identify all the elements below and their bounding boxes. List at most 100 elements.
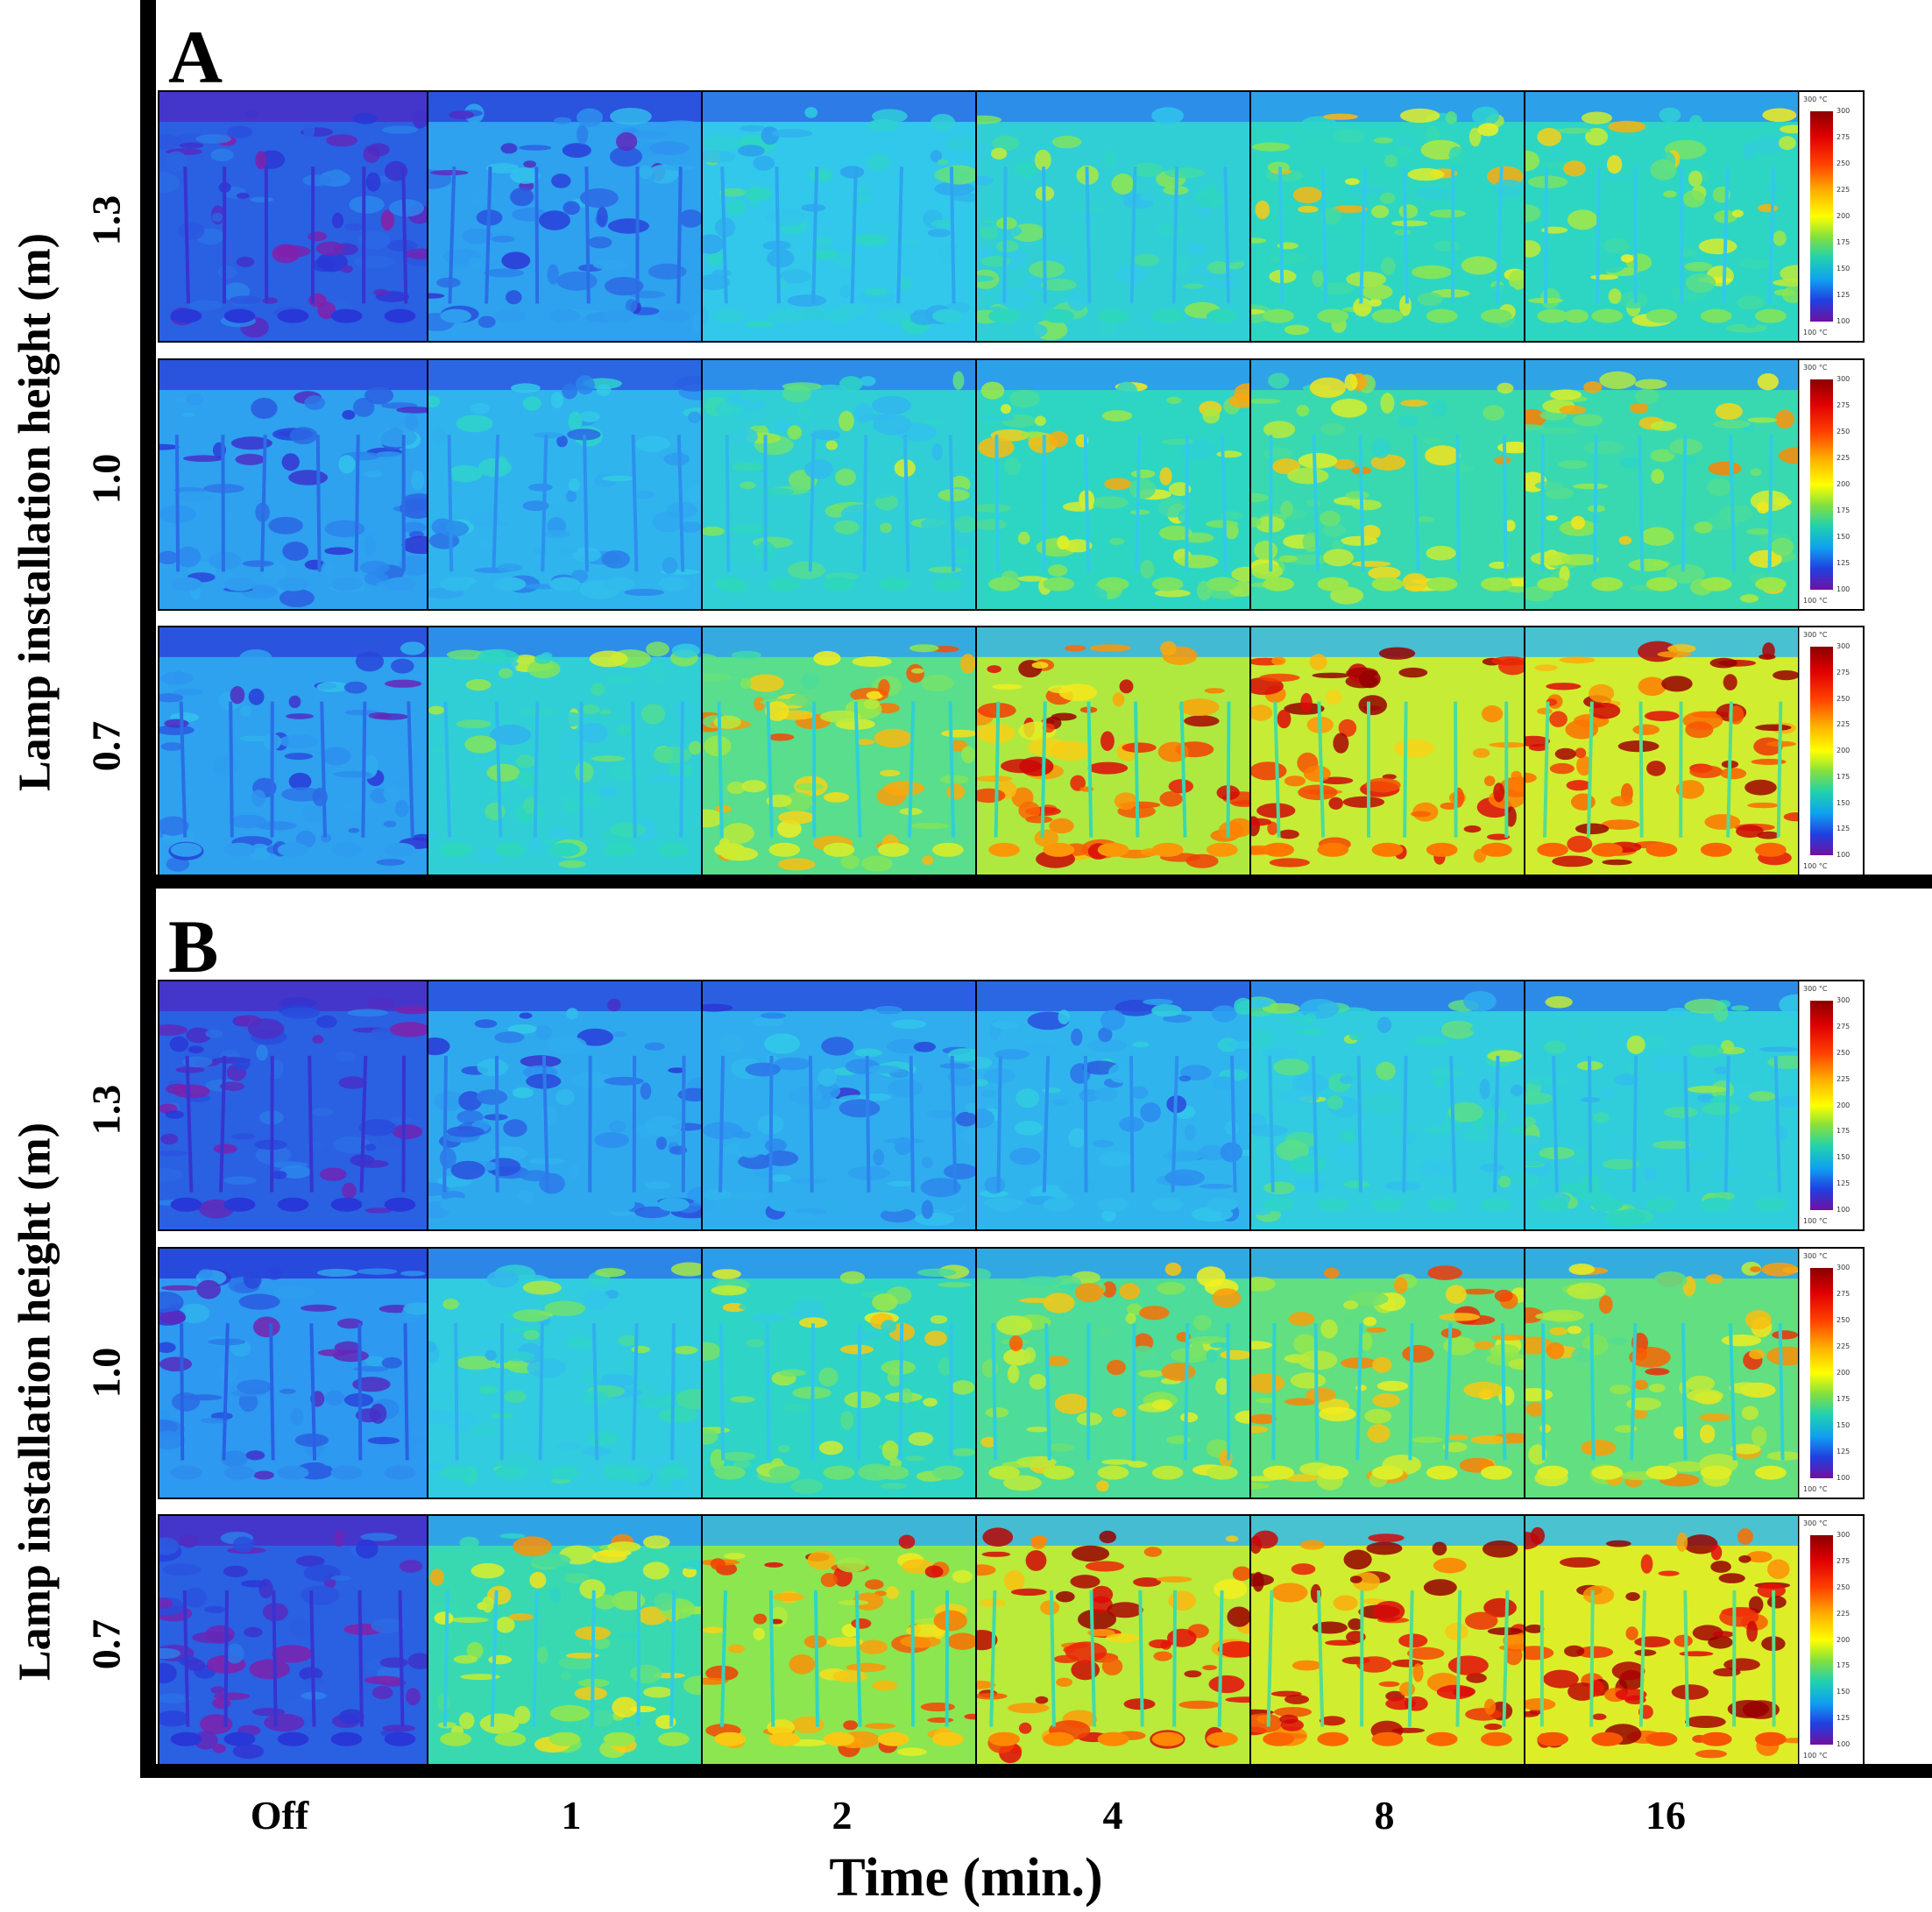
panel-a-row-label-3: 0.7 [83, 720, 129, 772]
scale-unit-label: 300 °C [1803, 985, 1828, 993]
scale-tick-label: 125 [1836, 825, 1851, 833]
thermal-image-tile [703, 92, 977, 341]
x-tick-label: 4 [1102, 1793, 1123, 1838]
scale-tick-label: 275 [1836, 1290, 1851, 1298]
thermal-image-tile [703, 1249, 977, 1498]
temperature-color-scale: 300 °C 300 275 250 225 200 175 150 125 100 100 °C [1799, 360, 1863, 609]
thermal-image-tile [1525, 360, 1800, 609]
scale-tick-label: 125 [1836, 1448, 1851, 1455]
scale-tick-label: 150 [1836, 265, 1851, 273]
thermal-row: 300 °C 300 275 250 225 200 175 150 125 100 100 °C [158, 358, 1865, 611]
thermal-image-tile [1251, 981, 1525, 1229]
scale-gradient-bar [1810, 1268, 1833, 1478]
thermal-image-tile [1525, 627, 1800, 875]
thermal-row: 300 °C 300 275 250 225 200 175 150 125 100 100 °C [158, 626, 1865, 876]
scale-tick-label: 100 [1836, 1206, 1851, 1214]
scale-tick-label: 100 [1836, 1474, 1851, 1482]
thermal-image-tile [159, 1249, 428, 1498]
scale-tick-label: 200 [1836, 1369, 1851, 1377]
scale-tick-label: 100 [1836, 1740, 1851, 1748]
panel-a-row-label-2: 1.0 [83, 453, 129, 505]
thermal-image-tile [159, 981, 428, 1229]
scale-unit-label: 300 °C [1803, 631, 1828, 639]
scale-tick-label: 225 [1836, 454, 1851, 462]
scale-tick-label: 200 [1836, 1101, 1851, 1109]
scale-tick-label: 250 [1836, 428, 1851, 436]
panel-a-y-axis-label: Lamp installation height (m) [10, 232, 60, 792]
scale-unit-label: 300 °C [1803, 1252, 1828, 1260]
scale-tick-label: 225 [1836, 720, 1851, 729]
x-tick-label: Off [250, 1793, 309, 1838]
scale-tick-label: 275 [1836, 1022, 1851, 1030]
scale-tick-label: 300 [1836, 375, 1851, 383]
scale-tick-label: 150 [1836, 533, 1851, 541]
scale-tick-label: 125 [1836, 559, 1851, 567]
thermal-image-tile [703, 360, 977, 609]
scale-tick-label: 250 [1836, 159, 1851, 167]
scale-tick-label: 100 [1836, 317, 1851, 325]
thermal-image-tile [703, 981, 977, 1229]
thermal-image-tile [428, 92, 703, 341]
scale-bottom-label: 100 °C [1803, 1752, 1828, 1760]
scale-tick-label: 200 [1836, 212, 1851, 220]
scale-tick-label: 225 [1836, 1074, 1851, 1083]
scale-gradient-bar [1810, 1535, 1833, 1745]
thermal-image-tile [1525, 1516, 1800, 1764]
scale-tick-label: 250 [1836, 1583, 1851, 1591]
scale-tick-label: 275 [1836, 133, 1851, 141]
thermal-image-tile [703, 627, 977, 875]
thermal-image-tile [159, 627, 428, 875]
temperature-color-scale: 300 °C 300 275 250 225 200 175 150 125 100 100 °C [1799, 1249, 1863, 1498]
scale-tick-label: 300 [1836, 996, 1851, 1004]
scale-tick-label: 275 [1836, 1556, 1851, 1565]
panel-a: A Lamp installation height (m) 1.3 1.0 0… [0, 0, 1932, 889]
scale-tick-label: 200 [1836, 480, 1851, 488]
panel-a-letter: A [168, 15, 223, 99]
temperature-color-scale: 300 °C 300 275 250 225 200 175 150 125 100 100 °C [1799, 981, 1863, 1229]
panel-b-row-label-3: 0.7 [83, 1618, 129, 1670]
scale-tick-label: 250 [1836, 694, 1851, 703]
panel-b-row-label-1: 1.3 [83, 1084, 129, 1136]
thermal-image-tile [159, 1516, 428, 1764]
thermal-image-tile [1525, 92, 1800, 341]
scale-tick-label: 150 [1836, 1421, 1851, 1429]
scale-gradient-bar [1810, 111, 1833, 322]
scale-tick-label: 175 [1836, 1127, 1851, 1136]
scale-bottom-label: 100 °C [1803, 329, 1828, 336]
panel-b-row-label-2: 1.0 [83, 1347, 129, 1399]
scale-gradient-bar [1810, 647, 1833, 855]
temperature-color-scale: 300 °C 300 275 250 225 200 175 150 125 100 100 °C [1799, 92, 1863, 341]
temperature-color-scale: 300 °C 300 275 250 225 200 175 150 125 100 100 °C [1799, 1516, 1863, 1764]
thermal-image-tile [428, 981, 703, 1229]
thermal-image-tile [977, 981, 1251, 1229]
thermal-image-tile [1251, 1516, 1525, 1764]
scale-tick-label: 175 [1836, 1395, 1851, 1403]
scale-tick-label: 275 [1836, 401, 1851, 409]
thermal-image-tile [977, 627, 1251, 875]
scale-unit-label: 300 °C [1803, 364, 1828, 372]
thermal-image-tile [1525, 1249, 1800, 1498]
scale-tick-label: 125 [1836, 1714, 1851, 1723]
scale-tick-label: 125 [1836, 1179, 1851, 1188]
temperature-color-scale: 300 °C 300 275 250 225 200 175 150 125 100 100 °C [1799, 627, 1863, 875]
scale-tick-label: 250 [1836, 1048, 1851, 1057]
thermal-row: 300 °C 300 275 250 225 200 175 150 125 100 100 °C [158, 1247, 1865, 1499]
x-tick-label: 16 [1645, 1793, 1686, 1838]
scale-tick-label: 225 [1836, 1342, 1851, 1350]
panel-b-y-axis-label: Lamp installation height (m) [10, 1122, 60, 1682]
scale-tick-label: 200 [1836, 1635, 1851, 1644]
scale-gradient-bar [1810, 1001, 1833, 1210]
scale-tick-label: 200 [1836, 747, 1851, 754]
thermal-row: 300 °C 300 275 250 225 200 175 150 125 100 100 °C [158, 90, 1865, 343]
scale-tick-label: 150 [1836, 1153, 1851, 1162]
scale-tick-label: 250 [1836, 1316, 1851, 1324]
scale-gradient-bar [1810, 379, 1833, 590]
thermal-image-tile [1251, 1249, 1525, 1498]
thermal-row: 300 °C 300 275 250 225 200 175 150 125 100 100 °C [158, 1514, 1865, 1766]
scale-tick-label: 175 [1836, 1661, 1851, 1670]
scale-tick-label: 300 [1836, 1264, 1851, 1271]
scale-tick-label: 175 [1836, 772, 1851, 781]
panel-b-letter: B [168, 904, 219, 988]
x-axis-title: Time (min.) [829, 1848, 1103, 1908]
scale-tick-label: 100 [1836, 585, 1851, 593]
